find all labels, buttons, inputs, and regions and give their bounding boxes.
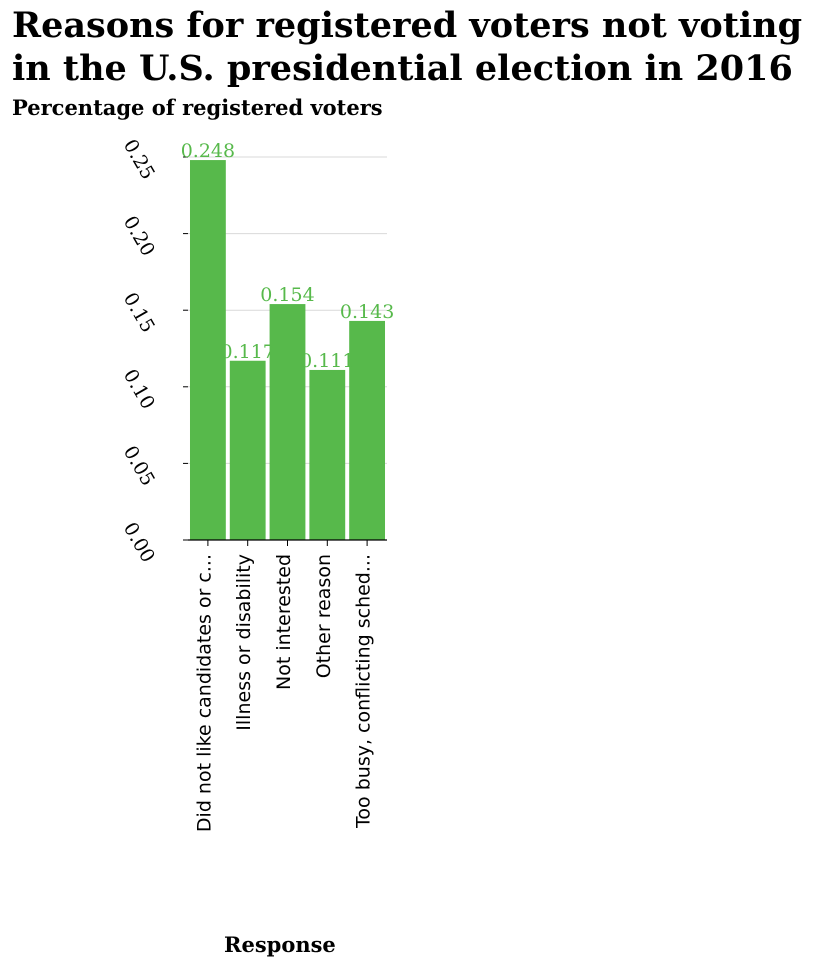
chart-title: Reasons for registered voters not voting…	[12, 4, 832, 90]
x-tick-label: Not interested	[273, 554, 295, 690]
x-tick-label: Did not like candidates or c...	[193, 554, 215, 832]
bar	[229, 360, 266, 540]
x-tick-label: Other reason	[313, 554, 335, 678]
y-tick-label: 0.10	[119, 365, 159, 413]
chart-title-line-2: in the U.S. presidential election in 201…	[12, 48, 793, 89]
y-axis-label: Percentage of registered voters	[12, 95, 383, 120]
y-tick-label: 0.25	[119, 136, 159, 184]
chart-title-line-1: Reasons for registered voters not voting	[12, 5, 803, 46]
y-tick-label: 0.15	[119, 289, 159, 337]
bar	[189, 160, 226, 540]
bar	[309, 369, 346, 540]
y-tick-label: 0.00	[119, 519, 159, 567]
x-tick-label: Illness or disability	[233, 554, 255, 731]
bars	[189, 160, 386, 540]
x-tick-labels: Did not like candidates or c... Illness o…	[193, 554, 374, 832]
data-labels: 0.248 0.117 0.154 0.111 0.143	[181, 140, 395, 372]
y-tick-labels: 0.00 0.05 0.10 0.15 0.20 0.25	[119, 136, 159, 567]
bar	[349, 320, 386, 540]
y-tick-label: 0.05	[119, 442, 159, 490]
data-label: 0.117	[220, 341, 274, 363]
data-label: 0.248	[181, 140, 235, 162]
x-axis-label: Response	[224, 932, 336, 957]
data-label: 0.154	[260, 284, 314, 306]
x-tick-label: Too busy, conflicting sched...	[353, 554, 375, 829]
bar	[269, 304, 306, 540]
data-label: 0.143	[340, 301, 394, 323]
data-label: 0.111	[300, 350, 354, 372]
y-tick-label: 0.20	[119, 212, 159, 260]
axes	[183, 156, 387, 546]
